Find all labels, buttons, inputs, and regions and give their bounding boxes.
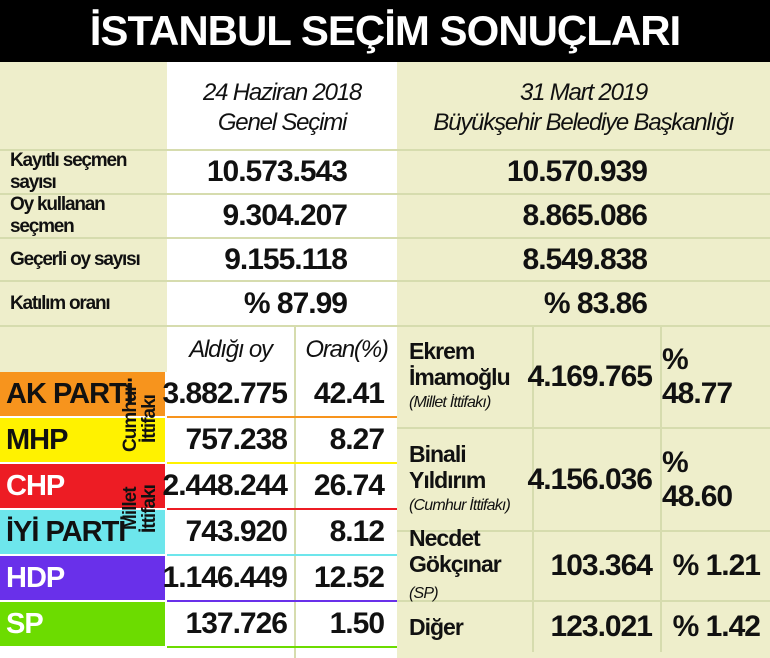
candidate-name: Binali Yıldırım (Cumhur İttifakı): [397, 429, 532, 530]
candidate-votes: 103.364: [550, 549, 653, 582]
party-votes: 757.238: [185, 423, 288, 456]
party-votes: 2.448.244: [162, 469, 288, 502]
summary-value-2019: % 83.86: [543, 286, 648, 320]
candidate-affiliation: (Millet İttifakı): [409, 394, 491, 411]
header-2019-date: 31 Mart 2019: [519, 79, 648, 106]
candidate-pct: % 48.60: [662, 445, 733, 513]
candidate-name: Diğer: [397, 602, 532, 652]
party-name: HDP: [0, 556, 165, 600]
candidate-votes: 4.156.036: [527, 462, 653, 496]
summary-value-2019: 10.570.939: [506, 155, 648, 188]
party-name: MHP: [0, 418, 165, 462]
ratio-header: Oran(%): [305, 335, 388, 363]
party-ratio: 26.74: [313, 469, 385, 502]
results-2019-bg: [397, 62, 770, 658]
party-divider: [167, 600, 397, 602]
votes-header: Aldığı oy: [189, 335, 273, 363]
party-votes: 1.146.449: [162, 561, 288, 594]
candidate-first-name: Binali: [409, 440, 467, 467]
candidate-votes: 4.169.765: [527, 360, 653, 393]
page-title: İSTANBUL SEÇİM SONUÇLARI: [0, 0, 770, 62]
party-divider: [167, 554, 397, 556]
header-2018-date: 24 Haziran 2018: [202, 79, 362, 106]
candidate-affiliation: (Cumhur İttifakı): [409, 496, 511, 514]
party-divider: [167, 462, 397, 464]
candidate-first-name: Necdet: [409, 525, 481, 551]
header-2019-name: Büyükşehir Belediye Başkanlığı: [433, 109, 734, 136]
party-ratio: 8.27: [329, 423, 385, 456]
party-divider: [167, 508, 397, 510]
party-divider: [167, 416, 397, 418]
party-votes: 3.882.775: [162, 377, 288, 410]
cumhur-alliance-label: Cumhur İttifakı: [120, 385, 160, 453]
candidate-first-name: Diğer: [409, 614, 464, 640]
header-2018-name: Genel Seçimi: [217, 109, 348, 136]
candidate-name: Ekrem İmamoğlu (Millet İttifakı): [397, 327, 532, 427]
summary-value-2018: 9.155.118: [224, 242, 348, 276]
candidate-affiliation: (SP): [409, 585, 439, 602]
candidate-first-name: Ekrem: [409, 338, 475, 364]
summary-value-2019: 8.549.838: [522, 242, 648, 276]
party-ratio: 42.41: [313, 377, 385, 410]
summary-label: Oy kullanan seçmen: [10, 194, 106, 237]
party-divider: [167, 646, 397, 648]
party-votes: 743.920: [185, 515, 288, 548]
candidate-surname: Gökçınar: [409, 551, 502, 577]
party-name: AK PARTİ: [0, 372, 165, 416]
party-header-bg: [0, 326, 167, 372]
summary-value-2018: 10.573.543: [206, 155, 348, 188]
party-votes: 137.726: [185, 607, 288, 640]
candidate-surname: Yıldırım: [409, 466, 486, 493]
party-name: SP: [0, 602, 165, 646]
header-2019: 31 Mart 2019 Büyükşehir Belediye Başkanl…: [397, 66, 770, 150]
party-ratio: 8.12: [329, 515, 385, 548]
summary-label: Kayıtlı seçmen sayısı: [10, 150, 127, 193]
candidate-surname: İmamoğlu: [409, 364, 511, 390]
millet-alliance-label: Millet İttifakı: [120, 485, 160, 533]
summary-value-2018: 9.304.207: [222, 199, 348, 232]
summary-value-2018: % 87.99: [243, 286, 348, 320]
party-name: İYİ PARTİ: [0, 510, 165, 554]
candidate-votes: 123.021: [550, 610, 653, 643]
party-ratio: 1.50: [329, 607, 385, 640]
party-name: CHP: [0, 464, 165, 508]
summary-value-2019: 8.865.086: [522, 199, 648, 232]
candidate-pct: % 1.42: [672, 610, 761, 643]
summary-label: Katılım oranı: [10, 292, 111, 314]
candidate-pct: % 48.77: [662, 343, 733, 410]
candidate-pct: % 1.21: [672, 549, 761, 582]
candidate-name: Necdet Gökçınar (SP): [397, 525, 532, 602]
party-ratio: 12.52: [313, 561, 385, 594]
summary-label: Geçerli oy sayısı: [10, 248, 141, 270]
header-2018: 24 Haziran 2018 Genel Seçimi: [167, 66, 397, 150]
